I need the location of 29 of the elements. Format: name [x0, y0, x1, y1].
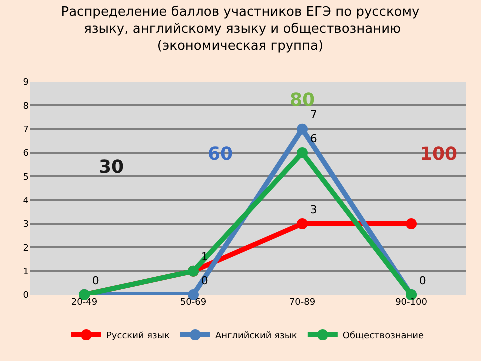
legend-label: Русский язык: [106, 332, 170, 342]
y-tick-label: 0: [23, 291, 30, 302]
point: [297, 148, 308, 158]
x-tick-label: 50-69: [180, 298, 207, 308]
y-tick-label: 2: [23, 244, 29, 254]
chart-title: Распределение баллов участников ЕГЭ по русскому языку, английскому языку и обществознанию (экономическая группа): [61, 5, 420, 54]
x-tick-label: 20-49: [71, 298, 98, 308]
x-tick-label: 70-89: [289, 298, 316, 308]
point: [406, 218, 417, 230]
x-tick-label: 90-100: [396, 298, 428, 308]
data-label: 6: [310, 132, 318, 146]
data-label: 3: [310, 203, 318, 216]
data-label: 7: [310, 108, 318, 122]
y-tick-label: 4: [23, 196, 30, 206]
point: [297, 124, 308, 135]
y-tick-label: 8: [23, 102, 30, 112]
y-tick-label: 7: [23, 125, 29, 136]
y-tick-label: 5: [23, 172, 29, 183]
y-tick-label: 3: [23, 220, 29, 230]
y-tick-label: 6: [23, 149, 30, 160]
annotation: 30: [99, 157, 124, 178]
annotation: 100: [420, 144, 458, 165]
y-tick-label: 9: [23, 78, 30, 88]
point: [297, 218, 308, 230]
legend-label: Обществознание: [342, 332, 424, 342]
data-label: 0: [92, 274, 100, 288]
data-label: 0: [419, 274, 426, 288]
legend-label: Английский язык: [215, 332, 298, 342]
y-tick-label: 1: [23, 267, 29, 278]
